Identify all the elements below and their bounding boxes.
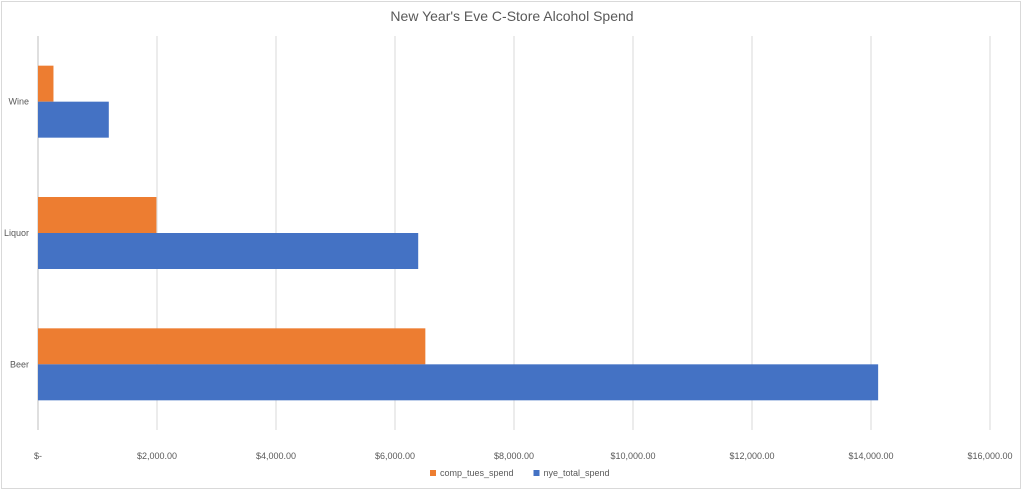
x-tick-label-7: $14,000.00	[848, 451, 893, 461]
category-label-beer: Beer	[10, 359, 29, 369]
x-tick-label-2: $4,000.00	[256, 451, 296, 461]
bar-wine-nye-total-spend	[38, 101, 109, 138]
legend-label-nye-total-spend: nye_total_spend	[544, 468, 610, 478]
category-label-wine: Wine	[8, 97, 29, 107]
legend-swatch-nye-total-spend	[533, 470, 540, 476]
bar-liquor-comp-tues-spend	[38, 197, 157, 233]
legend-swatch-comp-tues-spend	[430, 470, 436, 476]
bar-liquor-nye-total-spend	[38, 233, 419, 269]
legend: comp_tues_spend nye_total_spend	[430, 468, 610, 478]
x-tick-labels: $- $2,000.00 $4,000.00 $6,000.00 $8,000.00 $1…	[34, 451, 1013, 461]
bar-beer-comp-tues-spend	[38, 328, 426, 365]
bar-beer-nye-total-spend	[38, 364, 879, 401]
bars	[38, 65, 879, 401]
x-tick-label-3: $6,000.00	[375, 451, 415, 461]
x-tick-label-1: $2,000.00	[137, 451, 177, 461]
legend-label-comp-tues-spend: comp_tues_spend	[440, 468, 514, 478]
chart-title: New Year's Eve C-Store Alcohol Spend	[390, 8, 633, 24]
x-tick-label-4: $8,000.00	[494, 451, 534, 461]
category-labels: Wine Liquor Beer	[4, 97, 29, 370]
x-tick-label-0: $-	[34, 451, 42, 461]
x-tick-label-8: $16,000.00	[967, 451, 1012, 461]
x-tick-label-6: $12,000.00	[729, 451, 774, 461]
category-label-liquor: Liquor	[4, 228, 29, 238]
x-tick-label-5: $10,000.00	[610, 451, 655, 461]
bar-wine-comp-tues-spend	[38, 65, 54, 102]
